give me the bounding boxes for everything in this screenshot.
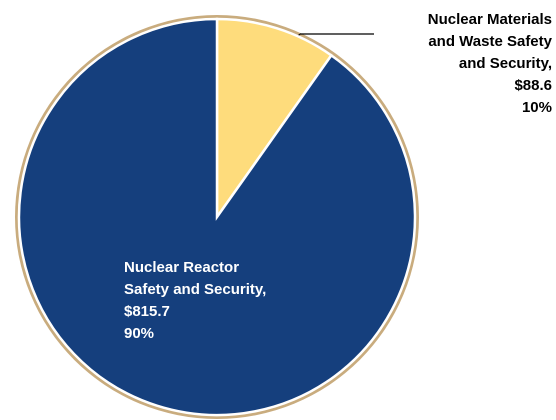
- slice-label: Nuclear Reactor Safety and Security,: [124, 259, 266, 298]
- value-label: $815.7: [124, 303, 170, 320]
- percent-label: 10%: [522, 99, 552, 116]
- percent-label: 90%: [124, 325, 154, 342]
- slice-label: Nuclear Materials and Waste Safety and Sec…: [428, 11, 553, 72]
- pie-slice: [17, 17, 417, 417]
- pie-slice: [215, 17, 334, 221]
- value-label: $88.6: [514, 77, 552, 94]
